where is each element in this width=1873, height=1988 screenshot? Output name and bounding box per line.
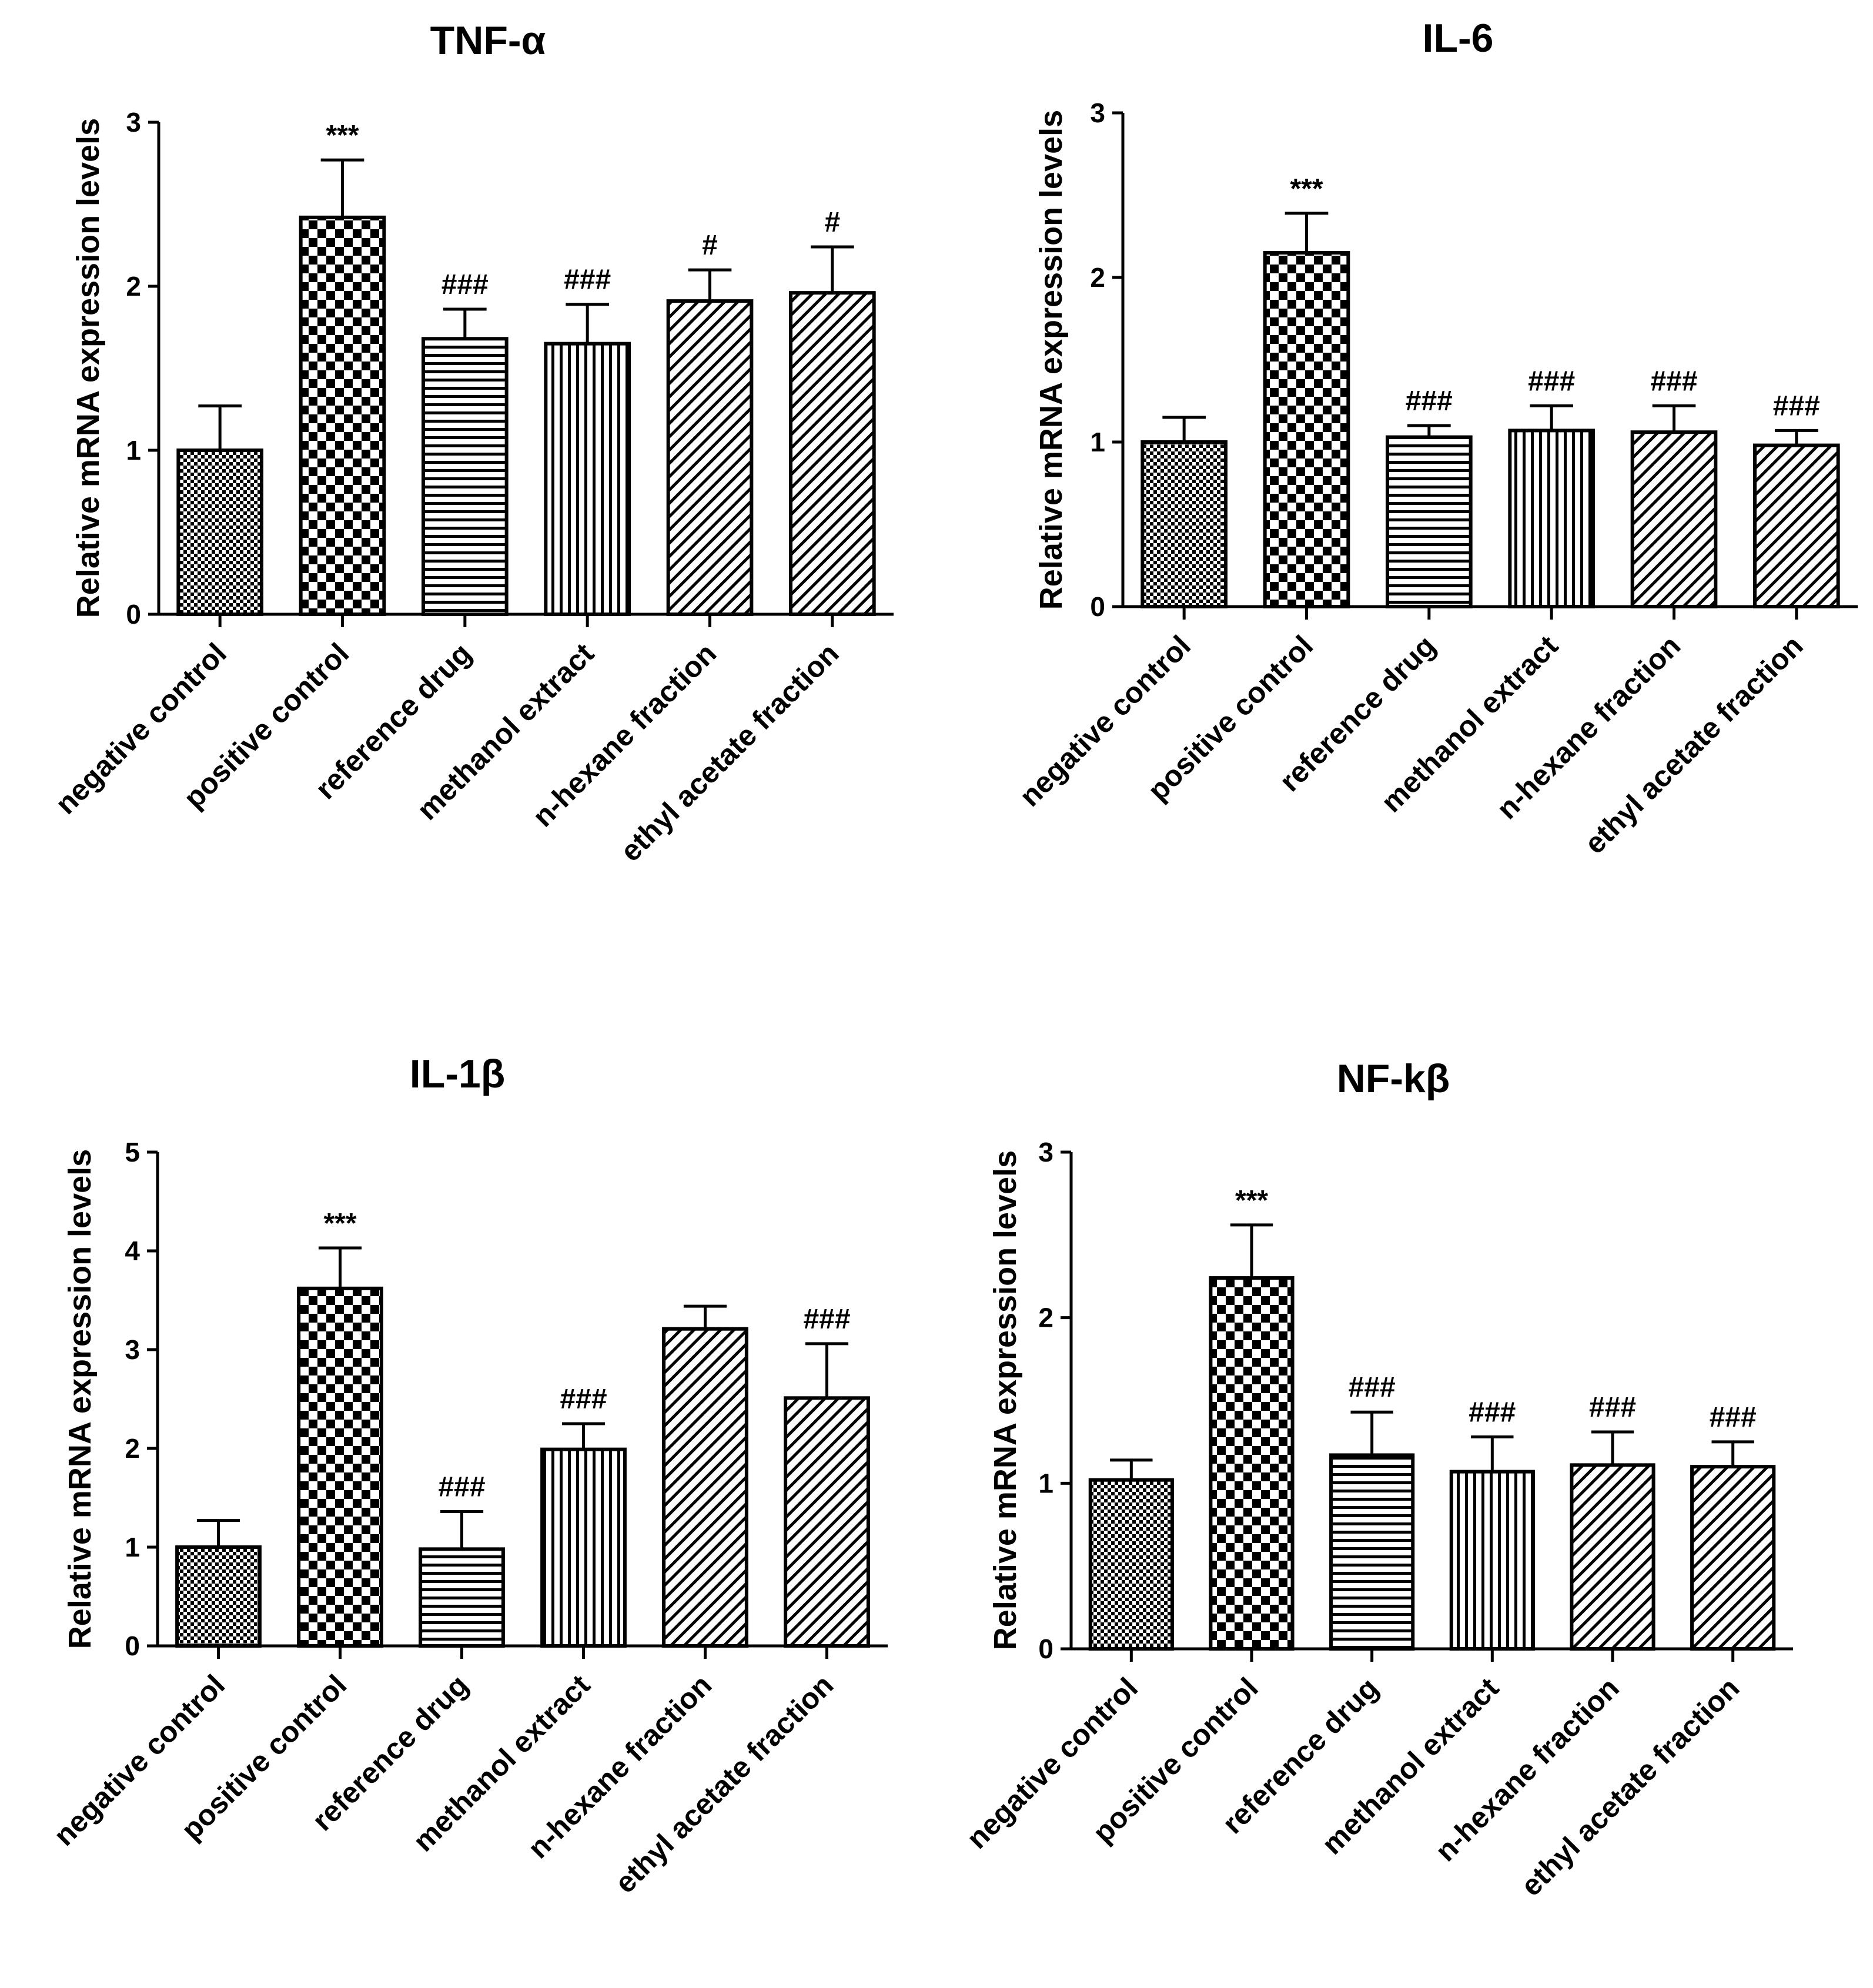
y-tick-label: 2 xyxy=(126,271,141,302)
bar xyxy=(419,1547,505,1648)
chart-panel-il-1-beta: IL-1β Relative mRNA expression levels 0 1… xyxy=(48,1052,888,1899)
bar xyxy=(297,1286,383,1648)
bar xyxy=(1386,435,1473,608)
bar xyxy=(1690,1465,1776,1651)
bar xyxy=(1088,1478,1174,1651)
y-tick-label: 2 xyxy=(125,1433,140,1464)
y-tick-label: 3 xyxy=(125,1334,140,1365)
significance-label: ### xyxy=(1710,1402,1757,1433)
y-axis-label: Relative mRNA expression levels xyxy=(988,1150,1023,1650)
bar xyxy=(1753,443,1840,608)
y-tick-label: 1 xyxy=(1090,427,1105,457)
bar xyxy=(1140,440,1228,608)
significance-label: *** xyxy=(326,120,359,151)
y-tick-label: 1 xyxy=(1038,1468,1053,1498)
significance-label: ### xyxy=(442,269,489,300)
y-tick-label: 4 xyxy=(125,1236,140,1266)
y-tick-label: 5 xyxy=(125,1137,140,1167)
significance-label: ### xyxy=(1469,1397,1516,1428)
significance-label: # xyxy=(824,207,840,238)
bar xyxy=(540,1447,627,1648)
significance-label: ### xyxy=(1589,1392,1636,1423)
bar xyxy=(422,337,509,617)
chart-title: NF-kβ xyxy=(1337,1056,1450,1101)
bar xyxy=(1329,1453,1415,1651)
bar xyxy=(1630,430,1718,608)
significance-label: *** xyxy=(1235,1185,1268,1216)
bar xyxy=(666,299,754,616)
y-axis-label: Relative mRNA expression levels xyxy=(1034,110,1069,610)
bar xyxy=(1570,1463,1655,1651)
significance-label: *** xyxy=(1290,173,1323,205)
bar xyxy=(1209,1276,1295,1651)
x-tick-label: ethyl acetate fraction xyxy=(608,1668,839,1899)
chart-title: TNF-α xyxy=(430,18,546,63)
bar xyxy=(784,1396,870,1648)
y-tick-label: 3 xyxy=(1038,1137,1053,1167)
significance-label: ### xyxy=(1406,386,1453,417)
y-tick-label: 1 xyxy=(126,435,141,466)
significance-label: ### xyxy=(564,265,611,296)
y-axis-label: Relative mRNA expression levels xyxy=(71,118,106,618)
chart-panel-tnf-alpha: TNF-α Relative mRNA expression levels 0 1… xyxy=(49,18,894,868)
y-tick-label: 2 xyxy=(1038,1303,1053,1333)
x-tick-label: ethyl acetate fraction xyxy=(614,637,845,868)
x-tick-label: ethyl acetate fraction xyxy=(1514,1671,1745,1902)
significance-label: ### xyxy=(1528,366,1575,397)
y-tick-label: 0 xyxy=(125,1631,140,1661)
significance-label: ### xyxy=(560,1384,607,1415)
chart-title: IL-1β xyxy=(410,1052,505,1096)
y-tick-label: 0 xyxy=(1090,591,1105,622)
y-tick-label: 0 xyxy=(1038,1634,1053,1664)
bar xyxy=(175,1545,262,1648)
bar xyxy=(544,342,631,617)
significance-label: *** xyxy=(323,1208,356,1239)
y-tick-label: 3 xyxy=(1090,98,1105,128)
chart-title: IL-6 xyxy=(1423,16,1494,61)
chart-panel-nf-kb: NF-kβ Relative mRNA expression levels 0 1… xyxy=(960,1056,1793,1902)
y-tick-label: 2 xyxy=(1090,262,1105,293)
significance-label: # xyxy=(702,230,718,261)
bar xyxy=(1508,429,1595,609)
y-tick-label: 1 xyxy=(125,1532,140,1562)
bar xyxy=(789,291,876,617)
bar xyxy=(299,215,386,616)
y-tick-label: 0 xyxy=(126,599,141,630)
bar xyxy=(176,449,264,616)
y-axis-label: Relative mRNA expression levels xyxy=(62,1149,98,1649)
x-tick-label: ethyl acetate fraction xyxy=(1578,629,1809,860)
bar xyxy=(1263,251,1350,608)
chart-panel-il-6: IL-6 Relative mRNA expression levels 0 1 2… xyxy=(1013,16,1858,860)
significance-label: ### xyxy=(1349,1372,1396,1403)
significance-label: ### xyxy=(803,1304,850,1335)
significance-label: ### xyxy=(438,1472,485,1503)
bar xyxy=(1449,1470,1535,1651)
significance-label: ### xyxy=(1773,390,1820,421)
y-tick-label: 3 xyxy=(126,107,141,138)
bar xyxy=(662,1327,748,1648)
significance-label: ### xyxy=(1650,366,1697,397)
